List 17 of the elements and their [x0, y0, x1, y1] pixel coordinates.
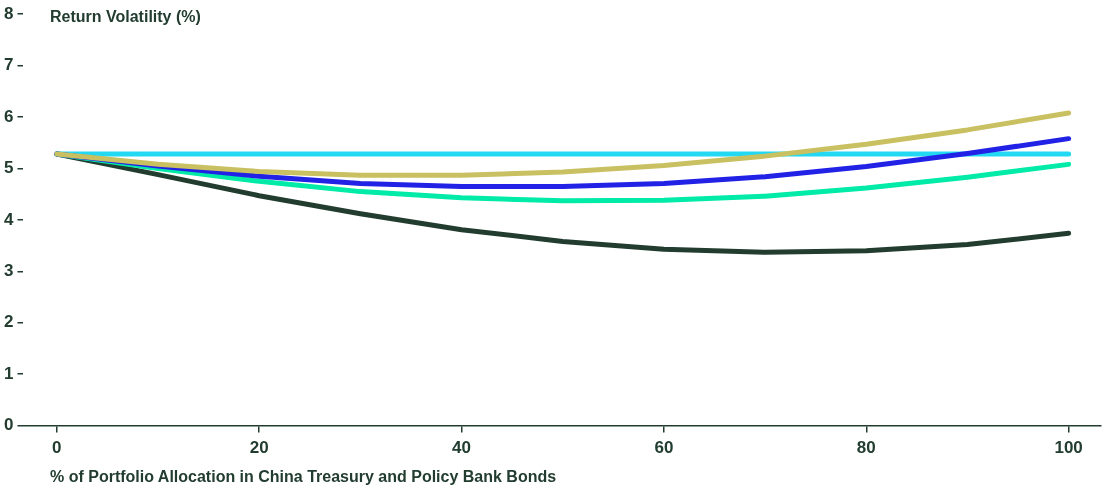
- y-tick-label: 5: [3, 158, 14, 178]
- y-tick-label: 0: [3, 415, 14, 435]
- y-tick-label: 7: [3, 55, 14, 75]
- y-tick-label: 4: [3, 209, 14, 229]
- x-tick-label: 0: [52, 438, 62, 458]
- x-tick-label: 60: [654, 438, 674, 458]
- y-tick-label: 1: [3, 363, 14, 383]
- x-axis-title: % of Portfolio Allocation in China Treasury and Policy Bank Bonds: [50, 468, 557, 486]
- x-tick-label: 40: [452, 438, 472, 458]
- y-tick-label: 6: [3, 106, 14, 126]
- y-tick-label: 8: [3, 3, 14, 23]
- x-tick-label: 20: [249, 438, 269, 458]
- x-tick-label: 100: [1054, 438, 1083, 458]
- y-tick-label: 2: [3, 312, 14, 332]
- y-axis-title: Return Volatility (%): [50, 8, 201, 26]
- x-tick-label: 80: [856, 438, 876, 458]
- y-tick-label: 3: [3, 261, 14, 281]
